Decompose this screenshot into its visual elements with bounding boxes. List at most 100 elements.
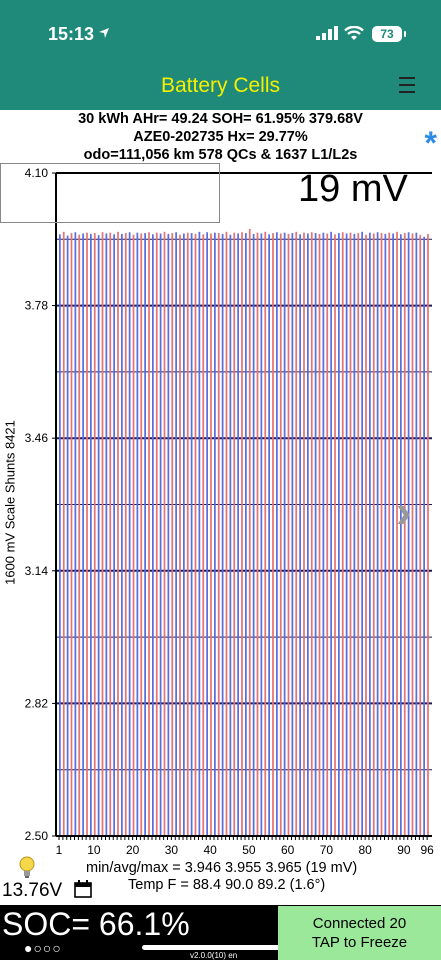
cell-bar (167, 233, 170, 837)
cell-bar (334, 234, 336, 836)
cell-bar (70, 233, 73, 837)
cell-bar (117, 231, 119, 836)
cell-bar (128, 232, 131, 836)
cell-bar (82, 233, 84, 836)
cell-bar (322, 232, 325, 837)
cell-bar (163, 231, 166, 836)
stats-temp: Temp F = 88.4 90.0 89.2 (1.6°) (128, 877, 326, 893)
cell-bar (233, 232, 236, 837)
y-tick-label: 3.14 (25, 564, 49, 578)
info-line-model: AZE0-202735 Hx= 29.77% (133, 129, 308, 145)
home-indicator[interactable] (142, 945, 296, 950)
cell-bar (148, 232, 150, 836)
cell-bar (338, 233, 340, 837)
x-tick-label: 60 (281, 843, 295, 857)
battery-level-icon: 73 (372, 26, 406, 42)
wifi-icon (344, 26, 364, 40)
cell-bar (287, 233, 290, 837)
cell-bar (190, 233, 193, 837)
cell-bar (264, 231, 267, 836)
lightbulb-icon[interactable] (18, 856, 36, 880)
cell-bar (307, 233, 309, 836)
freeze-label: TAP to Freeze (311, 934, 408, 951)
cell-bar (66, 235, 69, 836)
y-tick-label: 4.10 (25, 166, 49, 180)
cell-bar (349, 232, 352, 837)
cell-stats: min/avg/max = 3.946 3.955 3.965 (19 mV) … (0, 860, 441, 894)
cell-bar (175, 232, 177, 836)
freeze-button[interactable]: Connected 20 TAP to Freeze (278, 906, 441, 960)
x-tick-label: 80 (358, 843, 372, 857)
cellular-signal-icon (316, 26, 338, 40)
cell-bar (124, 233, 127, 837)
cell-bar (245, 233, 247, 837)
status-time: 15:13 (48, 24, 95, 44)
connect-status: Connected 20 (312, 915, 407, 932)
soc-readout: SOC= 66.1% (2, 906, 190, 942)
cell-bar (372, 233, 375, 836)
cell-bar (229, 234, 232, 836)
cell-bar (396, 231, 398, 836)
cell-bar (171, 233, 174, 837)
location-arrow-icon (99, 28, 109, 38)
bluetooth-icon[interactable]: * (424, 125, 437, 161)
y-tick-label: 3.78 (25, 299, 49, 313)
cell-bar (357, 233, 360, 837)
cell-bar (376, 232, 379, 836)
cell-bar (248, 228, 251, 837)
calendar-icon[interactable] (74, 880, 92, 898)
cell-bar (59, 234, 61, 836)
x-tick-label: 1 (56, 843, 63, 857)
battery-info: 30 kWh AHr= 49.24 SOH= 61.95% 379.68V AZ… (0, 110, 441, 166)
cell-bar (214, 232, 216, 837)
status-bar: 15:13 73 (0, 0, 441, 66)
cell-bar (260, 233, 263, 836)
cell-bar (221, 233, 224, 837)
scale-shunts-label: 1600 mV Scale Shunts 8421 (2, 420, 18, 585)
cell-bar (380, 233, 383, 837)
cell-bar (97, 235, 100, 836)
aux-voltage: 13.76V (2, 880, 63, 901)
cell-bar (179, 234, 181, 836)
spread-box[interactable] (0, 163, 220, 223)
x-tick-label: 10 (87, 843, 101, 857)
cell-bar (272, 233, 274, 837)
cell-bar (140, 233, 143, 836)
cell-bar (194, 233, 197, 837)
cell-bar (407, 232, 410, 836)
cell-bar (93, 233, 96, 837)
x-tick-label: 96 (420, 843, 434, 857)
next-page-chevron-icon[interactable]: › (396, 485, 412, 537)
cell-bar (202, 234, 205, 836)
cell-voltage-chart[interactable]: 4.10 3.78 3.46 3.14 2.82 2.50 1 10 20 30 40 50 60 70 8… (0, 160, 441, 860)
cell-bar (217, 233, 220, 837)
cell-bar (210, 233, 212, 836)
cell-bar (225, 231, 228, 836)
cell-bar (392, 233, 394, 836)
cell-bar (400, 234, 402, 836)
cell-bar (62, 231, 65, 836)
x-tick-label: 30 (165, 843, 179, 857)
cell-bar (369, 232, 371, 837)
info-line-odometer: odo=111,056 km 578 QCs & 1637 L1/L2s (83, 147, 358, 163)
cell-bar (90, 233, 92, 837)
cell-bar (299, 234, 301, 836)
cell-bar (345, 233, 348, 836)
x-tick-label: 50 (242, 843, 256, 857)
cell-bar (152, 234, 154, 836)
cell-bar (206, 232, 208, 836)
cell-bar (388, 232, 391, 837)
hamburger-menu-icon[interactable] (399, 72, 415, 98)
cell-bar (330, 231, 332, 836)
cell-bar (136, 232, 139, 837)
cell-bar (268, 234, 270, 836)
cell-bar (78, 234, 81, 836)
cell-bar (314, 233, 317, 837)
cell-bar (341, 232, 344, 836)
cell-bar (109, 232, 112, 837)
stats-minavgmax: min/avg/max = 3.946 3.955 3.965 (19 mV) (86, 860, 358, 876)
page-dots[interactable]: ●○○○ (24, 940, 62, 956)
x-tick-label: 90 (397, 843, 411, 857)
cell-bar (74, 232, 77, 836)
cell-bar (132, 234, 135, 836)
